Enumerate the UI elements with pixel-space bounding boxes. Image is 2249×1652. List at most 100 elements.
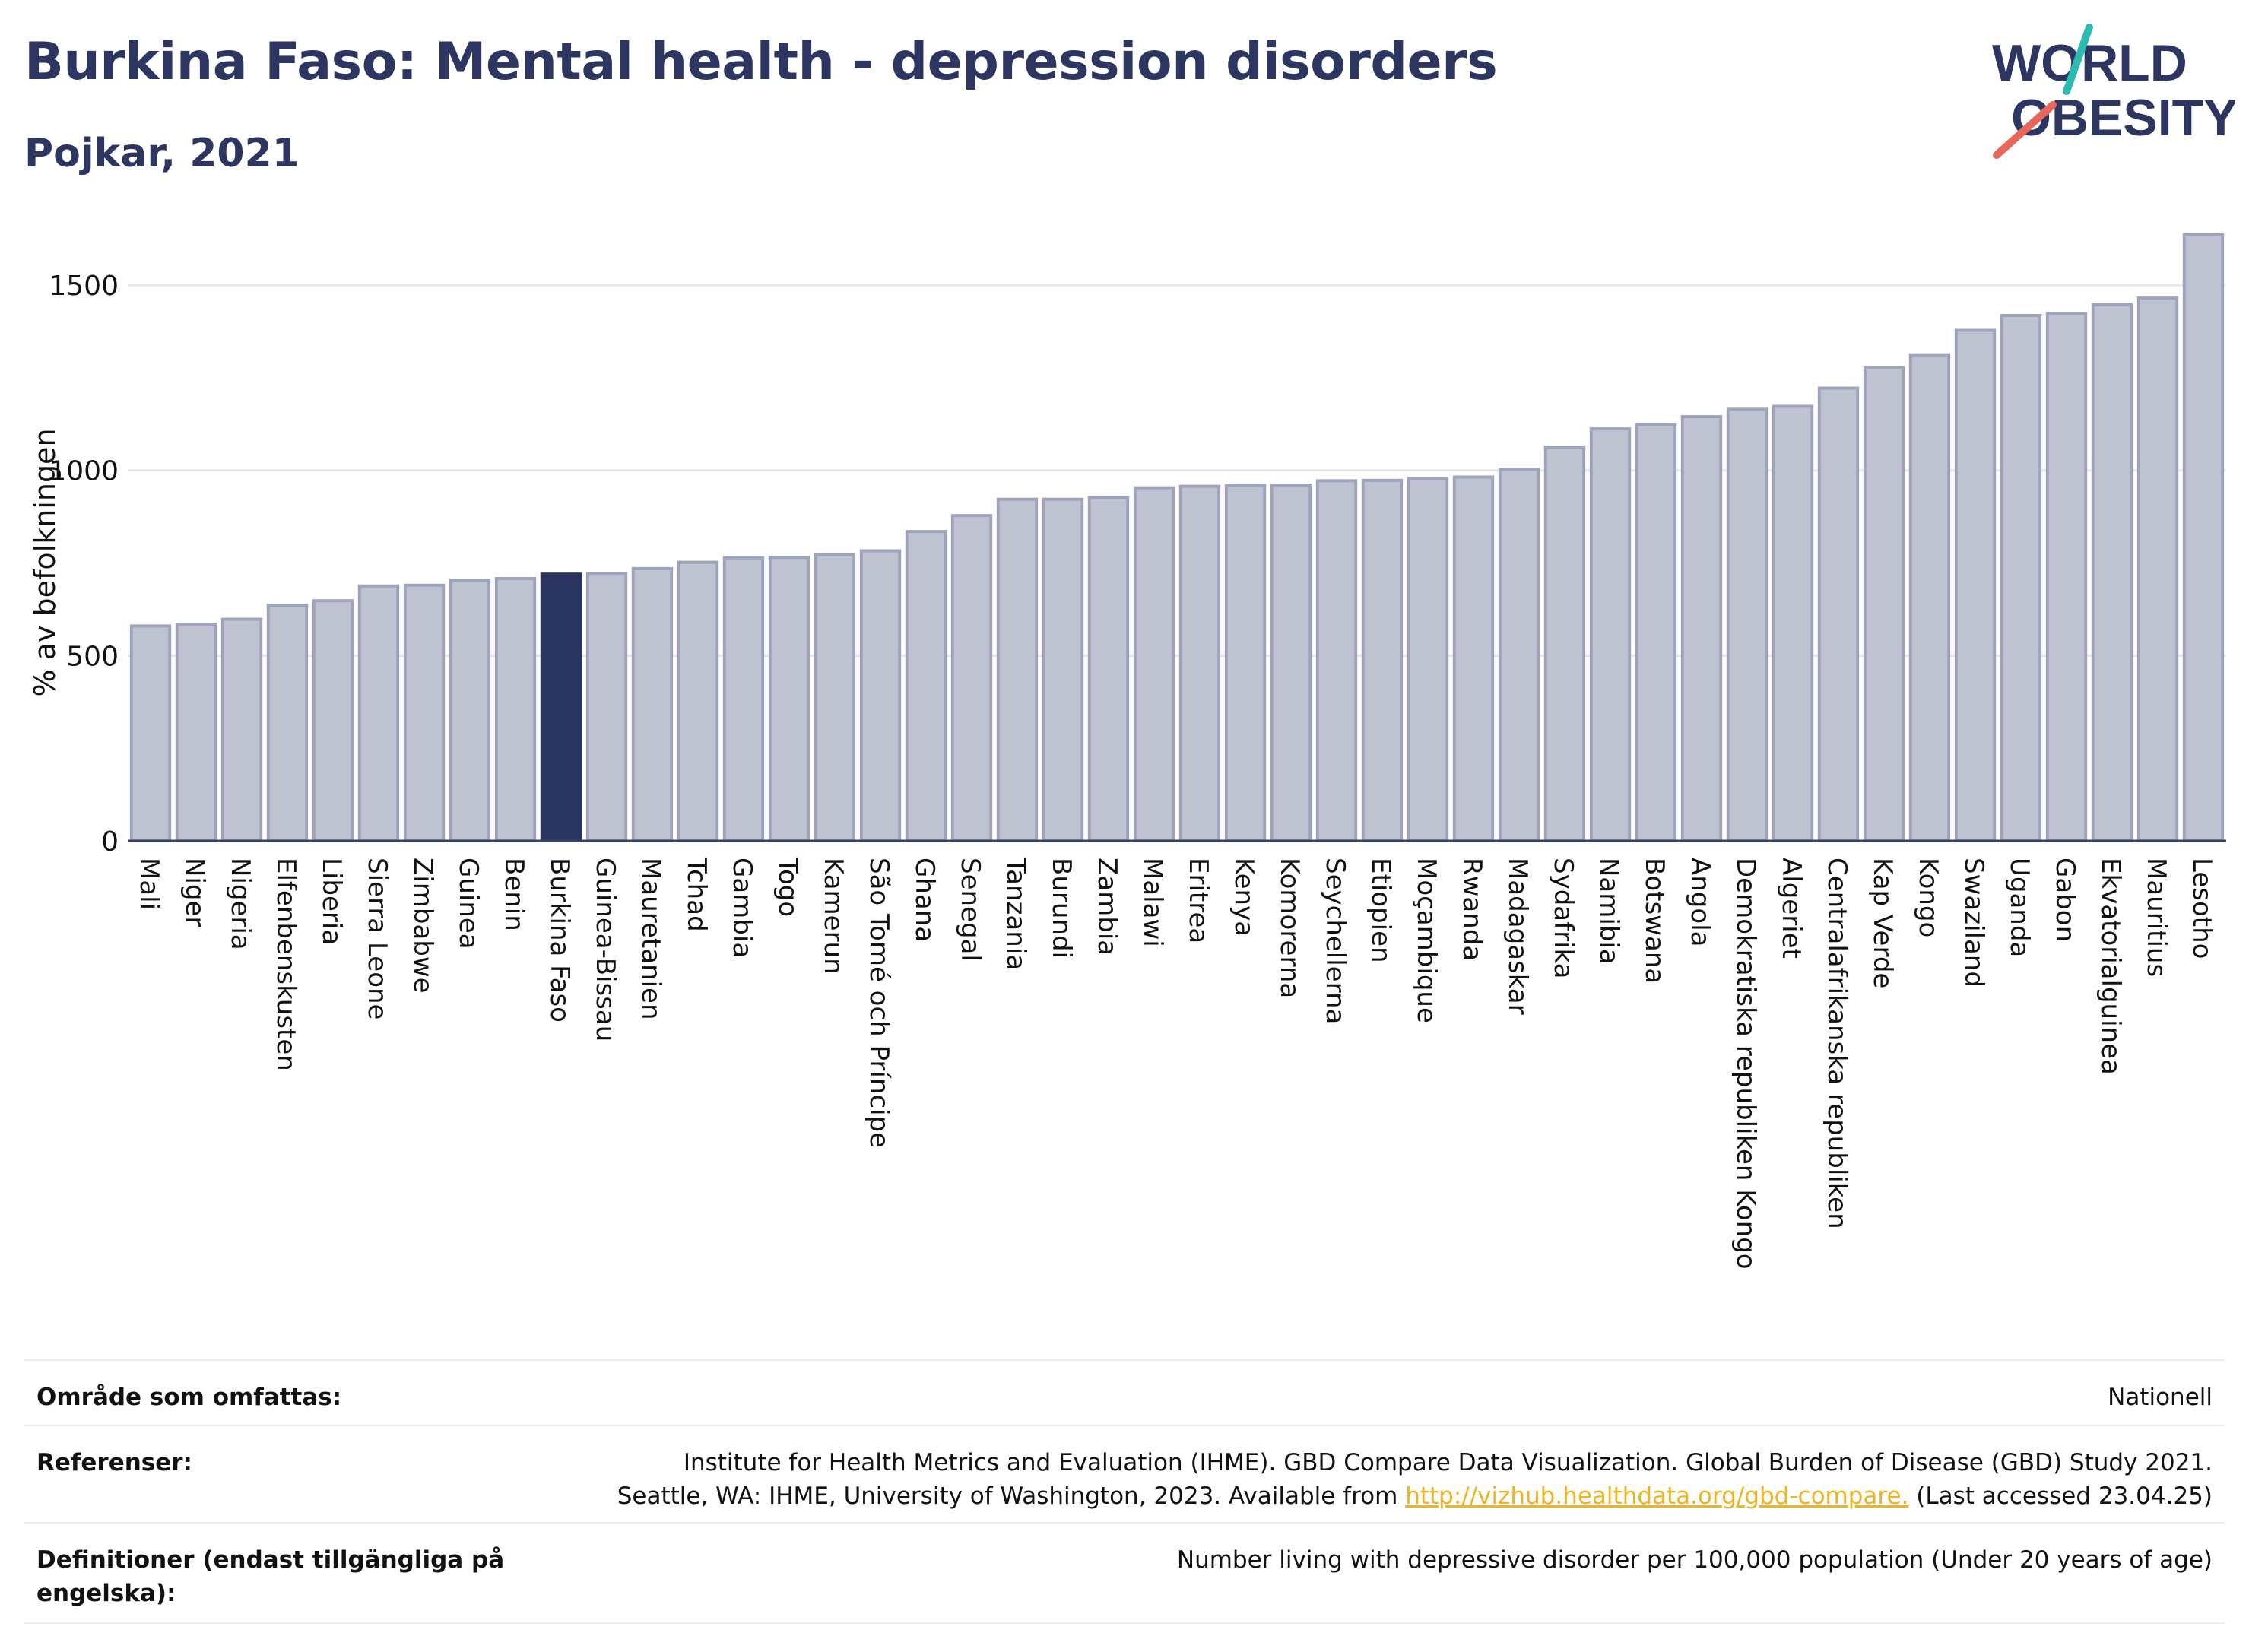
bar-guinea-bissau[interactable]	[585, 572, 628, 842]
bar-uganda[interactable]	[2000, 314, 2042, 842]
x-tick-label: Kap Verde	[1867, 858, 1898, 988]
bar-gabon[interactable]	[2045, 312, 2088, 842]
bar-benin[interactable]	[494, 577, 537, 843]
references-line1: Institute for Health Metrics and Evaluat…	[683, 1449, 2213, 1476]
x-tick-label: Zambia	[1092, 858, 1122, 956]
bar-komorerna[interactable]	[1270, 484, 1312, 843]
bar-s-o-tom-och-pr-ncipe[interactable]	[859, 549, 902, 842]
x-tick-label: Moçambique	[1411, 858, 1442, 1023]
x-tick-label: Uganda	[2004, 858, 2035, 957]
x-tick-label: Angola	[1685, 858, 1715, 946]
y-tick-label: 0	[101, 826, 119, 858]
x-tick-label: Gabon	[2050, 858, 2080, 942]
x-tick-label: Demokratiska republiken Kongo	[1730, 858, 1761, 1270]
bar-burundi[interactable]	[1042, 497, 1084, 842]
bar-seychellerna[interactable]	[1315, 479, 1358, 842]
area-value: Nationell	[2108, 1384, 2213, 1411]
bar-mo-ambique[interactable]	[1407, 477, 1449, 842]
x-tick-label: Lesotho	[2187, 858, 2217, 959]
footer-row-definitions: Definitioner (endast tillgängliga på eng…	[24, 1522, 2225, 1624]
logo-slash-red	[1993, 101, 2057, 159]
x-tick-label: Namibia	[1594, 858, 1624, 965]
logo-text-obesity: OBESITY	[2011, 89, 2235, 147]
bar-centralafrikanska-republiken[interactable]	[1817, 386, 1860, 842]
bar-madagaskar[interactable]	[1498, 468, 1540, 842]
x-tick-label: Mauritius	[2141, 858, 2171, 977]
bar-kongo[interactable]	[1908, 353, 1951, 842]
x-tick-label: Guinea	[453, 858, 484, 950]
world-obesity-logo: WORLD OBESITY	[1992, 24, 2235, 159]
logo-text-world: WORLD	[1992, 34, 2187, 92]
bar-chart: 0 500 1000 1500 Mali Niger Nigeria Elfenbensku…	[28, 233, 2226, 1270]
bar-botswana[interactable]	[1635, 423, 1677, 842]
bar-eritrea[interactable]	[1178, 484, 1221, 842]
definitions-label: Definitioner (endast tillgängliga på eng…	[36, 1546, 505, 1607]
x-tick-label: Togo	[772, 857, 803, 917]
x-tick-label: Kongo	[1913, 858, 1943, 937]
bar-mali[interactable]	[129, 624, 172, 843]
bar-kap-verde[interactable]	[1863, 366, 1905, 842]
y-tick-label: 500	[66, 641, 119, 672]
x-tick-label: Ghana	[909, 858, 940, 942]
x-tick-label: Burundi	[1046, 858, 1077, 959]
bar-niger[interactable]	[175, 622, 217, 842]
bar-demokratiska-republiken-kongo[interactable]	[1726, 407, 1768, 842]
x-tick-label: Eritrea	[1183, 858, 1213, 943]
bar-tanzania[interactable]	[996, 497, 1039, 842]
bar-guinea[interactable]	[449, 578, 491, 843]
bar-burkina-faso[interactable]	[540, 572, 582, 842]
bar-ghana[interactable]	[905, 530, 947, 842]
bar-etiopien[interactable]	[1361, 478, 1404, 842]
bar-swaziland[interactable]	[1954, 328, 1997, 842]
x-tick-label: Algeriet	[1776, 858, 1806, 959]
x-tick-labels: Mali Niger Nigeria Elfenbenskusten Liberia Si…	[134, 857, 2217, 1270]
x-tick-label: Madagaskar	[1502, 858, 1533, 1015]
references-label: Referenser:	[36, 1449, 192, 1476]
bar-tchad[interactable]	[677, 560, 719, 842]
bar-lesotho[interactable]	[2182, 233, 2225, 842]
bar-gambia[interactable]	[722, 556, 765, 842]
bar-togo[interactable]	[768, 556, 810, 843]
x-tick-label: Botswana	[1639, 858, 1670, 984]
x-tick-label: Kamerun	[818, 858, 849, 975]
y-tick-labels: 0 500 1000 1500	[49, 271, 119, 858]
footer-row-area: Område som omfattas: Nationell	[24, 1359, 2225, 1425]
bar-angola[interactable]	[1680, 415, 1723, 842]
y-tick-label: 1000	[49, 456, 119, 487]
x-tick-label: Kenya	[1229, 858, 1259, 937]
bar-zambia[interactable]	[1087, 496, 1130, 842]
x-tick-label: Centralafrikanska republiken	[1822, 858, 1852, 1229]
bar-zimbabwe[interactable]	[403, 583, 446, 842]
x-tick-label: Etiopien	[1366, 858, 1396, 963]
bar-kamerun[interactable]	[814, 553, 856, 842]
x-tick-label: Malawi	[1137, 858, 1168, 947]
bar-ekvatorialguinea[interactable]	[2091, 303, 2133, 842]
bar-elfenbenskusten[interactable]	[266, 604, 309, 842]
x-tick-label: Burkina Faso	[544, 858, 575, 1023]
references-line2-pre: Seattle, WA: IHME, University of Washing…	[617, 1482, 1398, 1510]
bar-senegal[interactable]	[950, 514, 993, 842]
x-tick-label: São Tomé och Príncipe	[864, 858, 894, 1148]
x-tick-label: Liberia	[316, 858, 347, 945]
x-tick-label: Niger	[179, 858, 210, 927]
bar-liberia[interactable]	[312, 599, 354, 842]
y-axis-label: % av befolkningen	[28, 428, 62, 696]
bar-nigeria[interactable]	[220, 617, 263, 842]
bar-mauretanien[interactable]	[631, 566, 674, 842]
bar-algeriet[interactable]	[1772, 404, 1814, 842]
bar-mauritius[interactable]	[2136, 296, 2179, 842]
bar-malawi[interactable]	[1133, 486, 1175, 842]
bar-sydafrika[interactable]	[1543, 446, 1586, 842]
x-tick-label: Elfenbenskusten	[271, 858, 301, 1071]
bar-rwanda[interactable]	[1452, 475, 1495, 842]
bar-sierra-leone[interactable]	[357, 584, 400, 842]
x-tick-label: Zimbabwe	[408, 858, 438, 994]
page-subtitle: Pojkar, 2021	[24, 131, 300, 176]
x-tick-label: Mali	[134, 858, 164, 910]
x-tick-label: Swaziland	[1959, 858, 1989, 988]
bar-namibia[interactable]	[1589, 427, 1632, 842]
page-title: Burkina Faso: Mental health - depression…	[24, 32, 1498, 92]
bar-kenya[interactable]	[1224, 484, 1267, 842]
x-tick-label: Gambia	[727, 858, 757, 958]
references-link[interactable]: http://vizhub.healthdata.org/gbd-compare…	[1405, 1482, 1909, 1510]
